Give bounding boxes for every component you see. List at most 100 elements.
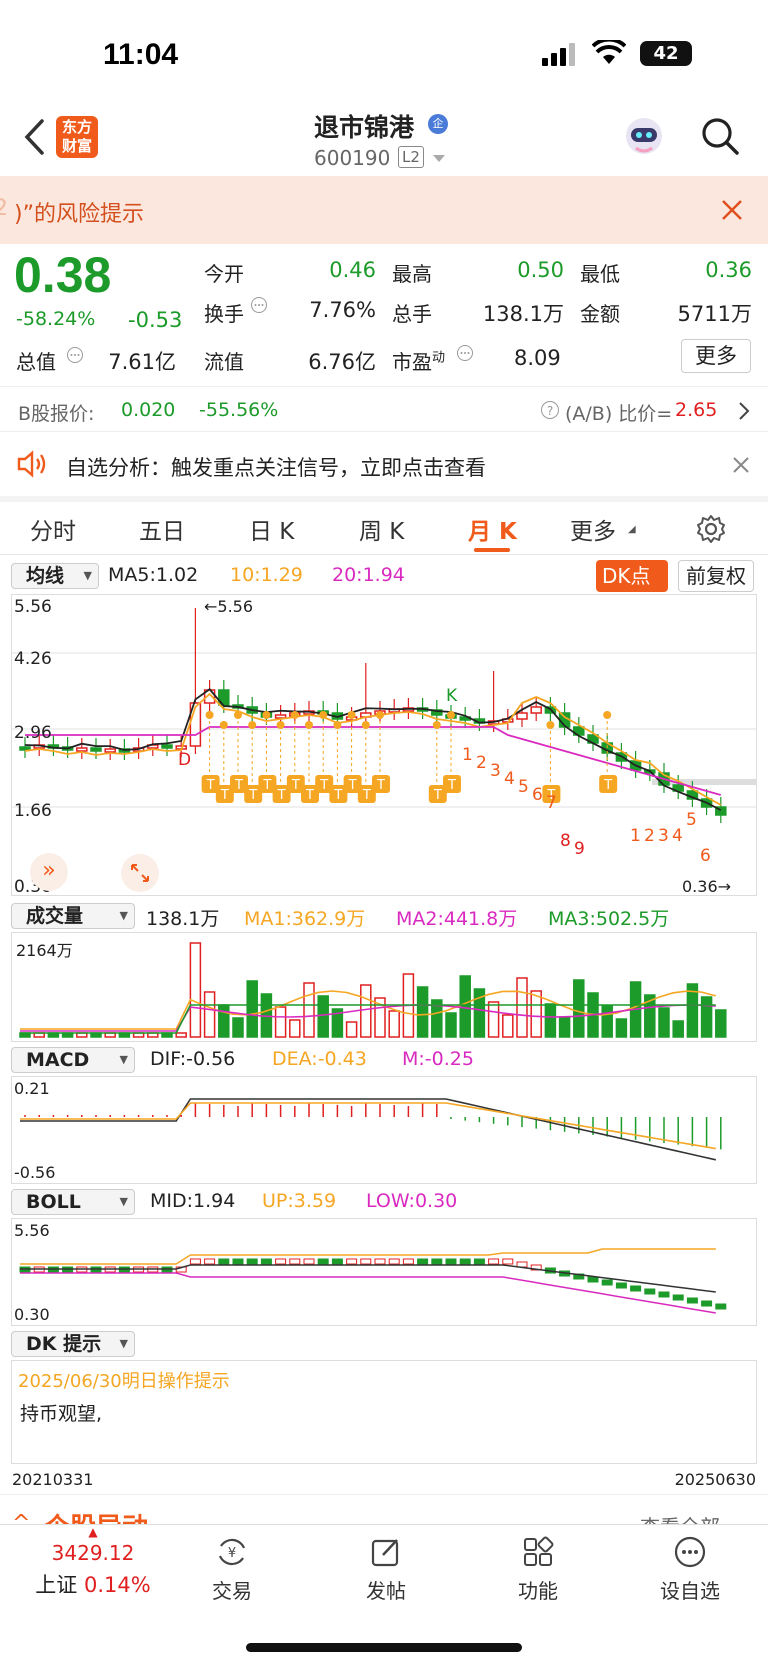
- info-icon[interactable]: [456, 344, 474, 362]
- t-marker-label: T: [603, 778, 612, 793]
- nav-trade[interactable]: ¥ 交易: [182, 1535, 282, 1604]
- robot-assistant-icon[interactable]: [622, 114, 666, 158]
- boll-selector[interactable]: BOLL ▼: [11, 1189, 135, 1215]
- t-marker: [230, 775, 248, 793]
- svg-text:?: ?: [547, 404, 553, 418]
- caret-down-icon: ▼: [119, 909, 128, 922]
- more-button[interactable]: 更多: [681, 339, 751, 373]
- sequence-number: 6: [700, 846, 711, 866]
- caret-down-icon[interactable]: [432, 154, 446, 164]
- candle-body: [516, 712, 528, 720]
- nav-post[interactable]: 发帖: [336, 1535, 436, 1604]
- boll-candle: [232, 1258, 244, 1265]
- level-badge[interactable]: L2: [398, 146, 424, 168]
- t-marker: [343, 775, 362, 793]
- chevron-up-icon: ^: [12, 1511, 31, 1524]
- index-value: 3429.12: [51, 1541, 135, 1565]
- t-marker: [329, 785, 348, 803]
- ab-ratio-value: 2.65: [675, 399, 718, 421]
- risk-banner[interactable]: 2 )”的风险提示: [0, 176, 768, 244]
- boll-candle: [630, 1285, 642, 1292]
- quote-label: 最高: [392, 262, 432, 286]
- macd-chart[interactable]: 0.21 -0.56: [11, 1076, 757, 1184]
- dk-point-button[interactable]: DK点: [596, 560, 668, 592]
- sequence-number: 9: [574, 839, 585, 859]
- macd-top-label: 0.21: [14, 1079, 50, 1098]
- more-dots-icon: [674, 1536, 706, 1568]
- chevron-right-icon[interactable]: [738, 401, 750, 421]
- volume-value: 138.1万: [146, 908, 220, 930]
- stock-alert-section[interactable]: ^ 个股异动 查看全部: [0, 1494, 768, 1524]
- ma-selector[interactable]: 均线 ▼: [11, 563, 99, 589]
- volume-bar: [189, 942, 202, 1038]
- section-title: 个股异动: [44, 1507, 148, 1524]
- dk-selector[interactable]: DK 提示 ▼: [11, 1331, 135, 1357]
- tab-3[interactable]: 周 K: [359, 519, 405, 545]
- settings-icon[interactable]: [696, 514, 726, 544]
- macd-selector[interactable]: MACD ▼: [11, 1047, 135, 1073]
- volume-bar: [345, 1021, 358, 1038]
- boll-candle: [303, 1258, 315, 1265]
- candle-body: [90, 747, 102, 752]
- volume-bar: [317, 995, 329, 1038]
- close-icon[interactable]: [720, 198, 744, 222]
- notice-text: 自选分析：触发重点关注信号，立即点击查看: [66, 456, 486, 480]
- help-icon[interactable]: ?: [540, 400, 560, 420]
- sequence-number: 8: [560, 831, 571, 851]
- tab-0[interactable]: 分时: [30, 519, 76, 545]
- view-all-link[interactable]: 查看全部: [640, 1511, 720, 1524]
- tab-4[interactable]: 月 K: [468, 519, 517, 545]
- ab-ratio-label: (A/B) 比价=: [565, 403, 673, 425]
- info-icon[interactable]: [66, 346, 84, 364]
- quote-value: 0.46: [329, 258, 376, 282]
- quote-value: 138.1万: [482, 302, 564, 326]
- b-share-pct: -55.56%: [199, 399, 279, 421]
- adjust-button[interactable]: 前复权: [678, 560, 754, 592]
- analysis-notice[interactable]: 自选分析：触发重点关注信号，立即点击查看: [0, 432, 768, 496]
- search-icon[interactable]: [700, 116, 740, 156]
- nav-functions[interactable]: 功能: [488, 1535, 588, 1604]
- volume-selector[interactable]: 成交量 ▼: [11, 903, 135, 929]
- volume-bar: [502, 1014, 514, 1038]
- volume-bar: [459, 975, 471, 1038]
- boll-candle: [317, 1258, 329, 1265]
- price-change: -0.53: [128, 308, 183, 332]
- boll-chart[interactable]: 5.56 0.30: [11, 1218, 757, 1326]
- t-marker-label: T: [333, 788, 342, 803]
- boll-mid-line: [20, 1264, 716, 1293]
- t-marker-label: T: [220, 788, 229, 803]
- m-value: M:-0.25: [402, 1048, 474, 1070]
- close-icon[interactable]: [732, 456, 750, 474]
- expand-left-icon[interactable]: »: [30, 853, 68, 891]
- nav-add-watchlist[interactable]: 设自选: [640, 1535, 740, 1604]
- caret-icon: ◢: [628, 524, 636, 535]
- t-marker-label: T: [248, 788, 257, 803]
- candle-body: [161, 744, 173, 749]
- index-widget[interactable]: ▲ 3429.12 上证 0.14%: [28, 1525, 158, 1599]
- logo-line2: 财富: [61, 137, 92, 155]
- info-icon[interactable]: [250, 296, 268, 314]
- b-share-row[interactable]: B股报价: 0.020 -55.56% ? (A/B) 比价= 2.65: [0, 386, 768, 432]
- candle-body: [19, 746, 31, 751]
- tab-2[interactable]: 日 K: [249, 519, 295, 545]
- boll-candle: [701, 1300, 713, 1307]
- t-dot: [205, 711, 214, 719]
- stock-header: 东方 财富 退市锦港 企 600190 L2: [0, 100, 768, 176]
- tab-1[interactable]: 五日: [139, 519, 185, 545]
- back-icon[interactable]: [22, 118, 46, 156]
- volume-chart[interactable]: 2164万: [11, 932, 757, 1042]
- quote-value: 0.50: [517, 258, 564, 282]
- boll-candle: [530, 1264, 542, 1271]
- speaker-icon: [17, 450, 46, 478]
- quote-label: 总手: [392, 302, 432, 326]
- grid-icon: [524, 1536, 554, 1566]
- volume-bar: [360, 984, 372, 1038]
- fullscreen-icon[interactable]: [120, 853, 160, 893]
- sequence-number: 5: [686, 810, 697, 830]
- t-marker-label: T: [348, 778, 357, 793]
- tab-5[interactable]: 更多: [570, 519, 616, 545]
- candle-body: [104, 748, 116, 753]
- quote-label: 今开: [204, 262, 244, 286]
- app-logo[interactable]: 东方 财富: [56, 116, 98, 158]
